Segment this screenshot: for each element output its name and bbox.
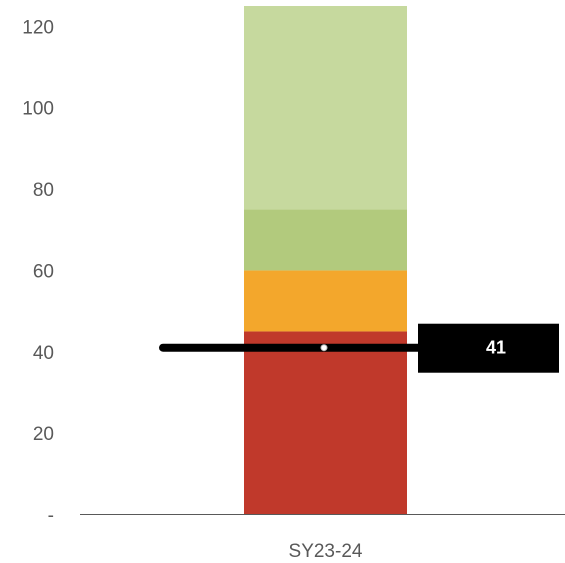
reference-label-box xyxy=(418,323,559,373)
reference-value-label: 41 xyxy=(486,338,506,358)
y-tick-label: 80 xyxy=(33,180,54,201)
bar-segment-4 xyxy=(244,6,407,210)
reference-line-group: 41 xyxy=(159,323,559,373)
y-tick-label: 100 xyxy=(22,99,54,120)
y-tick-label: - xyxy=(48,506,54,527)
y-tick-label: 40 xyxy=(33,343,54,364)
x-category-label: SY23-24 xyxy=(289,541,363,562)
bar-segment-3 xyxy=(244,209,407,271)
bar-stack-group xyxy=(244,6,407,515)
y-tick-label: 20 xyxy=(33,424,54,445)
bar-segment-1 xyxy=(244,331,407,515)
reference-marker xyxy=(320,344,328,352)
y-tick-label: 60 xyxy=(33,261,54,282)
y-axis-ticks: - 20 40 60 80 100 120 xyxy=(22,17,54,526)
y-tick-label: 120 xyxy=(22,17,54,38)
bar-segment-2 xyxy=(244,270,407,332)
x-axis-labels: SY23-24 xyxy=(289,541,363,562)
